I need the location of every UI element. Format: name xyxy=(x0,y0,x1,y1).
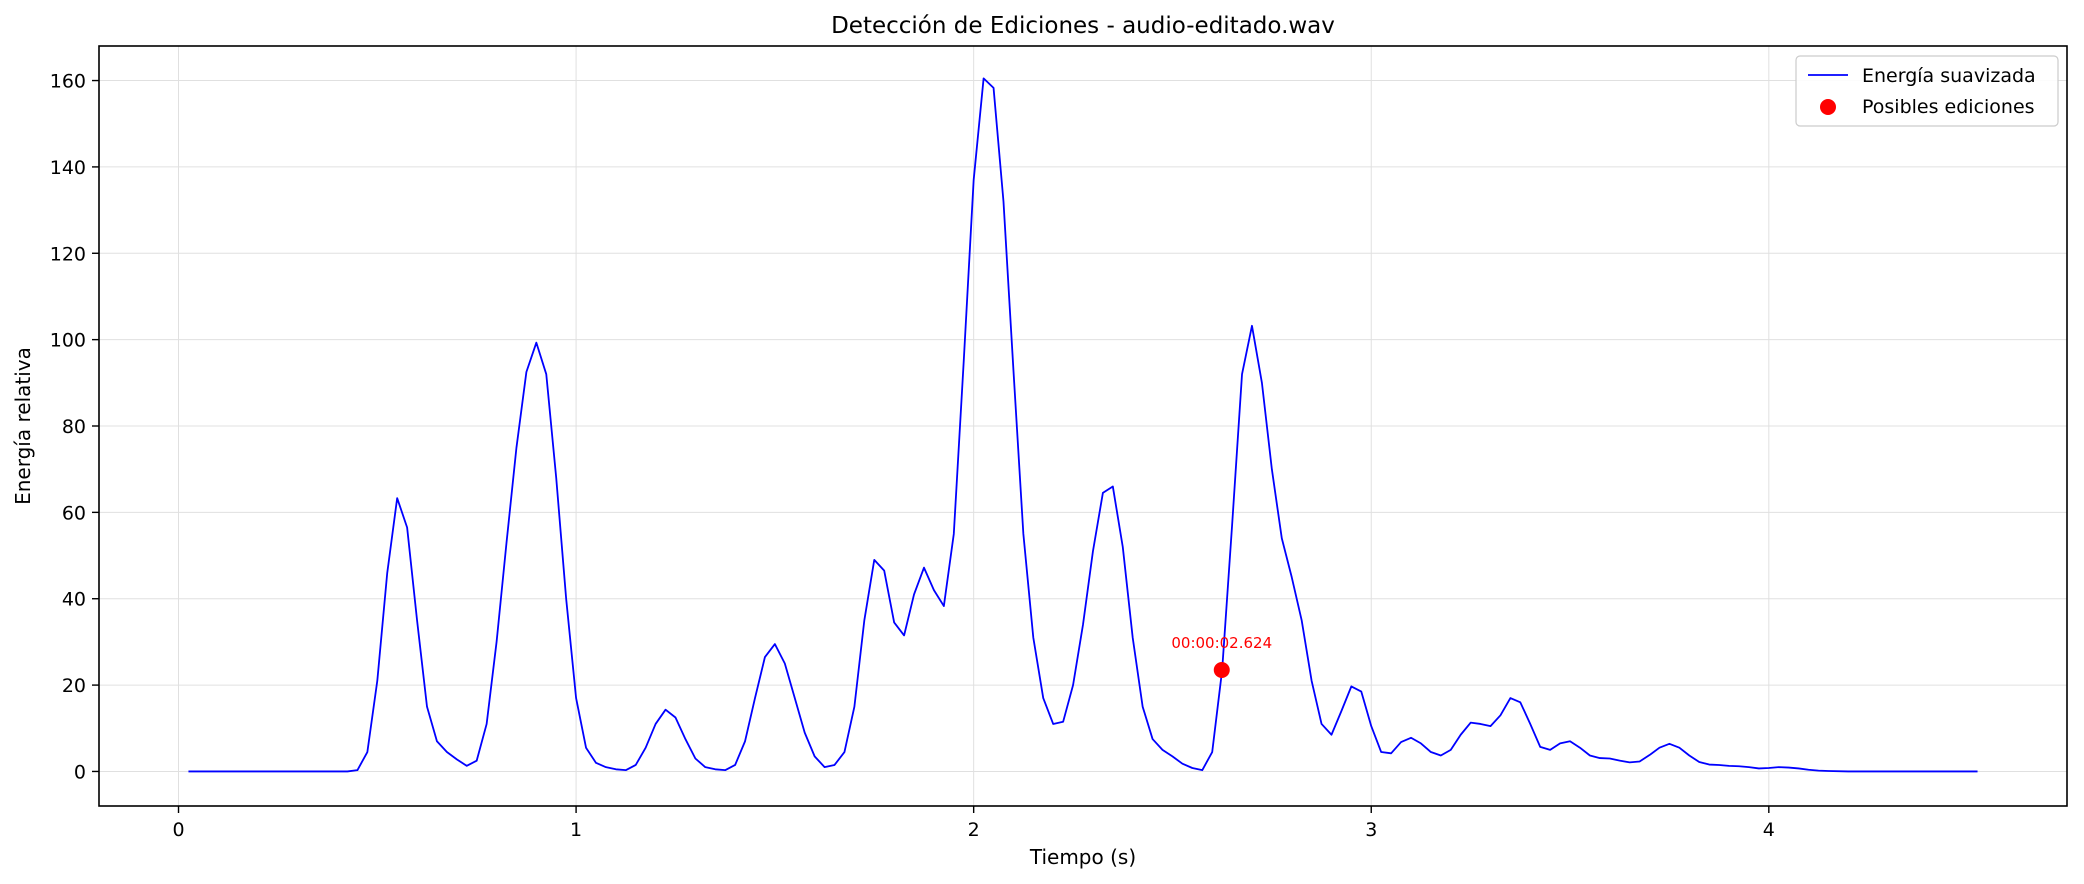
x-axis: 0 1 2 3 4 xyxy=(172,806,1775,841)
edit-annotation: 00:00:02.624 xyxy=(1171,634,1272,652)
series-layer xyxy=(188,77,1978,773)
chart-title: Detección de Ediciones - audio-editado.w… xyxy=(831,13,1335,39)
annotation-layer: 00:00:02.624 xyxy=(1171,634,1272,652)
legend-label-edits: Posibles ediciones xyxy=(1862,96,2035,118)
y-tick-label: 60 xyxy=(62,502,86,524)
y-axis: 0 20 40 60 80 100 120 140 160 xyxy=(50,71,99,783)
x-tick-label: 3 xyxy=(1365,819,1377,841)
y-tick-label: 160 xyxy=(50,71,86,93)
edit-point xyxy=(1213,661,1230,678)
x-tick-label: 2 xyxy=(968,819,980,841)
series-line-energy xyxy=(188,77,1978,773)
legend-box xyxy=(1795,55,2059,127)
y-tick-label: 80 xyxy=(62,416,86,438)
y-tick-label: 40 xyxy=(62,589,86,611)
y-tick-label: 100 xyxy=(50,330,86,352)
legend-marker-swatch xyxy=(1820,99,1836,115)
y-tick-label: 20 xyxy=(62,675,86,697)
y-tick-label: 0 xyxy=(74,761,86,783)
grid xyxy=(99,46,2067,806)
x-tick-label: 0 xyxy=(172,819,184,841)
x-axis-label: Tiempo (s) xyxy=(1029,845,1136,869)
y-tick-label: 140 xyxy=(50,157,86,179)
legend: Energía suavizada Posibles ediciones xyxy=(1795,55,2059,127)
y-axis-label: Energía relativa xyxy=(11,347,35,505)
y-tick-label: 120 xyxy=(50,243,86,265)
x-tick-label: 1 xyxy=(570,819,582,841)
x-tick-label: 4 xyxy=(1763,819,1775,841)
legend-label-energy: Energía suavizada xyxy=(1862,65,2036,87)
